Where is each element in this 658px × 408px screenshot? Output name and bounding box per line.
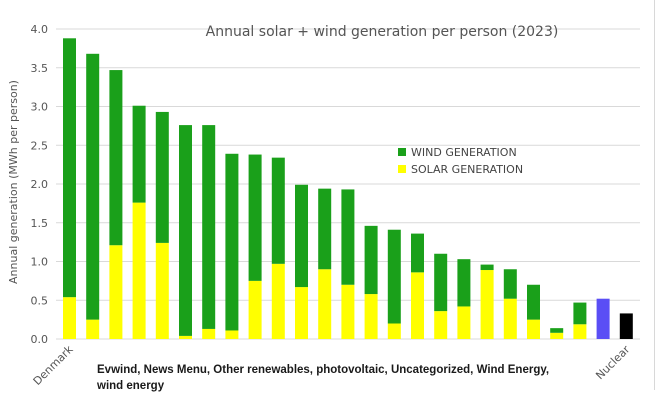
bar-solar bbox=[295, 287, 308, 339]
bar-wind bbox=[155, 111, 169, 243]
caption: Evwind, News Menu, Other renewables, pho… bbox=[97, 360, 567, 394]
bar-wind bbox=[364, 225, 378, 295]
legend-swatch-solar bbox=[398, 165, 406, 173]
bar-wind bbox=[271, 157, 285, 264]
legend: WIND GENERATION SOLAR GENERATION bbox=[398, 146, 523, 176]
x-tick-label: Nuclear bbox=[593, 343, 632, 382]
bar-solar bbox=[155, 242, 169, 339]
bar-wind bbox=[527, 284, 540, 320]
bar-solar bbox=[179, 335, 192, 339]
y-tick-label: 3.0 bbox=[31, 101, 49, 114]
legend-label: WIND GENERATION bbox=[411, 146, 517, 159]
bar-wind bbox=[341, 189, 355, 285]
bar-nuclear bbox=[619, 313, 633, 339]
y-tick-label: 2.5 bbox=[31, 139, 49, 152]
bar-wind bbox=[411, 233, 424, 273]
bar-solar bbox=[271, 263, 285, 339]
bar-solar bbox=[109, 245, 123, 339]
bar-solar bbox=[411, 272, 424, 339]
bar-wind bbox=[132, 105, 146, 203]
y-tick-label: 4.0 bbox=[31, 23, 49, 36]
bar-wind bbox=[63, 38, 76, 298]
y-axis-label: Annual generation (MWh per person) bbox=[7, 80, 20, 284]
y-tick-label: 1.5 bbox=[31, 217, 49, 230]
bar-solar bbox=[86, 319, 100, 339]
bar-solar bbox=[387, 323, 401, 339]
bar-wind bbox=[387, 229, 401, 324]
bar-solar bbox=[480, 270, 494, 339]
bar-solar bbox=[457, 306, 471, 339]
bar-solar bbox=[63, 297, 76, 339]
bar-solar bbox=[318, 269, 332, 339]
bar-wind bbox=[248, 154, 262, 281]
y-tick-label: 1.0 bbox=[31, 256, 49, 269]
bar-wind bbox=[179, 125, 192, 336]
bar-wind bbox=[86, 53, 100, 320]
bar-solar bbox=[341, 284, 355, 339]
legend-label: SOLAR GENERATION bbox=[411, 163, 523, 176]
bar-other bbox=[596, 298, 610, 339]
bar-wind bbox=[573, 302, 587, 325]
y-tick-label: 0.5 bbox=[31, 294, 49, 307]
y-tick-label: 0.0 bbox=[31, 333, 49, 346]
legend-swatch-wind bbox=[398, 148, 406, 156]
bar-solar bbox=[132, 202, 146, 339]
divider bbox=[654, 0, 655, 390]
bar-solar bbox=[248, 280, 262, 339]
bar-solar bbox=[434, 311, 448, 339]
bar-solar bbox=[527, 319, 540, 339]
bar-solar bbox=[225, 330, 239, 339]
bar-wind bbox=[480, 264, 494, 271]
bar-wind bbox=[225, 153, 239, 331]
bar-wind bbox=[457, 259, 471, 307]
bar-wind bbox=[434, 253, 448, 312]
bar-wind bbox=[318, 188, 332, 270]
bar-solar bbox=[573, 324, 587, 339]
bar-wind bbox=[503, 269, 517, 299]
x-tick-label: Denmark bbox=[31, 342, 76, 387]
grid-layer bbox=[56, 28, 640, 340]
chart-title: Annual solar + wind generation per perso… bbox=[206, 24, 559, 40]
bar-wind bbox=[550, 328, 564, 333]
bar-wind bbox=[109, 70, 123, 246]
y-tick-label: 2.0 bbox=[31, 178, 49, 191]
bar-solar bbox=[550, 332, 564, 339]
bar-solar bbox=[503, 298, 517, 339]
bar-solar bbox=[364, 294, 378, 339]
bar-wind bbox=[202, 125, 216, 329]
bar-wind bbox=[295, 184, 308, 288]
y-tick-label: 3.5 bbox=[31, 62, 49, 75]
bar-layer bbox=[63, 38, 633, 339]
bar-solar bbox=[202, 328, 216, 339]
